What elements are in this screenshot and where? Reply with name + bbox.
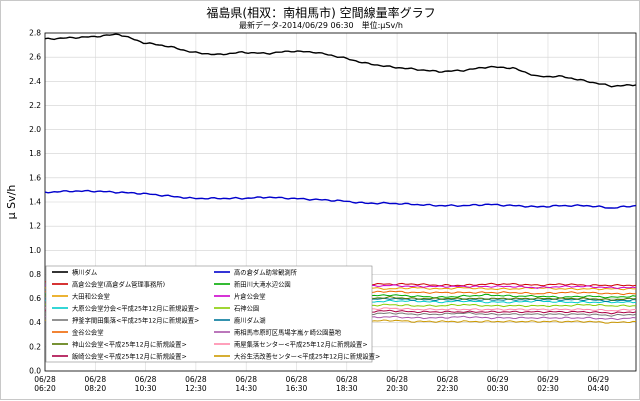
x-tick-time: 02:30 — [537, 384, 559, 393]
chart-title: 福島県(相双：南相馬市) 空間線量率グラフ — [206, 6, 436, 20]
legend-label: 高倉公会堂(高倉ダム管理事務所) — [72, 279, 165, 288]
legend-label: 飯崎公会堂<平成25年12月に新規設置> — [72, 351, 187, 360]
y-tick-label: 2.2 — [29, 101, 41, 110]
x-tick-time: 20:30 — [386, 384, 408, 393]
x-tick-date: 06/29 — [587, 375, 609, 384]
x-tick-time: 06:20 — [34, 384, 56, 393]
legend-label: 大田和公会堂 — [72, 291, 110, 300]
x-tick-time: 16:30 — [286, 384, 308, 393]
y-tick-label: 1.2 — [29, 222, 41, 231]
legend-label: 横川ダム — [72, 267, 97, 276]
y-tick-label: 1.0 — [29, 246, 41, 255]
x-tick-date: 06/28 — [235, 375, 257, 384]
x-tick-date: 06/28 — [84, 375, 106, 384]
plot-border — [44, 32, 637, 372]
legend-label: 押釜字間田集落<平成25年12月に新規設置> — [72, 315, 199, 324]
x-tick-time: 10:30 — [135, 384, 157, 393]
series-line-1 — [44, 189, 637, 209]
y-tick-label: 0.4 — [29, 318, 41, 327]
chart-subtitle: 最新データ-2014/06/29 06:30 単位:μSv/h — [239, 21, 403, 30]
legend-label: 南相馬市原町区馬場字嵐ヶ崎公園墓地 — [234, 327, 342, 336]
y-tick-label: 2.8 — [29, 29, 41, 38]
x-tick-date: 06/28 — [135, 375, 157, 384]
legend-label: 鹿川ダム湖 — [234, 315, 265, 324]
legend-label: 高の倉ダム助常観測所 — [234, 267, 298, 276]
legend-label: 大谷生活改善センター<平成25年12月に新規設置> — [234, 351, 380, 360]
legend-label: 金谷公会堂 — [72, 327, 103, 336]
y-tick-label: 2.0 — [29, 125, 41, 134]
y-tick-label: 0.2 — [29, 342, 41, 351]
legend-label: 神山公会堂<平成25年12月に新規設置> — [72, 339, 187, 348]
y-tick-label: 0.8 — [29, 270, 41, 279]
x-tick-time: 08:20 — [84, 384, 106, 393]
legend-label: 石神公園 — [234, 303, 259, 312]
x-tick-time: 18:30 — [336, 384, 358, 393]
x-tick-date: 06/28 — [437, 375, 459, 384]
x-tick-time: 04:40 — [587, 384, 609, 393]
y-tick-label: 1.6 — [29, 173, 41, 182]
y-tick-label: 0.0 — [29, 367, 41, 376]
x-tick-date: 06/29 — [487, 375, 509, 384]
x-tick-date: 06/29 — [537, 375, 559, 384]
x-tick-time: 00:30 — [487, 384, 509, 393]
x-tick-date: 06/28 — [336, 375, 358, 384]
legend-label: 新田川大滝水辺公園 — [234, 279, 291, 288]
legend-box — [45, 265, 373, 363]
x-tick-date: 06/28 — [185, 375, 207, 384]
legend-label: 南屋集落センター<平成25年12月に新規設置> — [234, 339, 368, 348]
y-tick-label: 2.4 — [29, 77, 41, 86]
x-tick-time: 14:30 — [235, 384, 257, 393]
x-tick-date: 06/28 — [286, 375, 308, 384]
x-tick-date: 06/28 — [34, 375, 56, 384]
x-tick-date: 06/28 — [386, 375, 408, 384]
y-axis-label: μ Sv/h — [5, 185, 18, 220]
y-tick-label: 1.8 — [29, 149, 41, 158]
series-line-0 — [44, 33, 637, 88]
x-tick-time: 12:30 — [185, 384, 207, 393]
legend-label: 大原公会堂分会<平成25年12月に新規設置> — [72, 303, 199, 312]
legend-label: 片倉公会堂 — [234, 291, 265, 300]
y-tick-label: 0.6 — [29, 294, 41, 303]
x-tick-time: 22:30 — [437, 384, 459, 393]
y-tick-label: 2.6 — [29, 53, 41, 62]
y-tick-label: 1.4 — [29, 198, 41, 207]
